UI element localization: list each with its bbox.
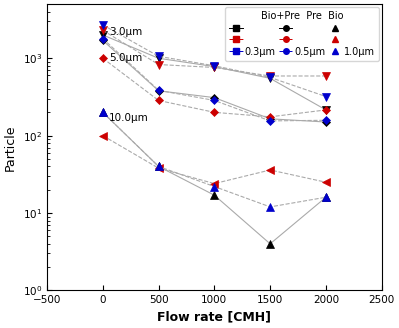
X-axis label: Flow rate [CMH]: Flow rate [CMH] [157,311,271,324]
Legend: , , 0.3μm, , , 0.5μm, , , 1.0μm: , , 0.3μm, , , 0.5μm, , , 1.0μm [225,7,379,61]
Text: 5.0μm: 5.0μm [109,53,142,63]
Text: 3.0μm: 3.0μm [109,27,142,37]
Text: 10.0μm: 10.0μm [109,113,149,123]
Y-axis label: Particle: Particle [4,124,17,171]
